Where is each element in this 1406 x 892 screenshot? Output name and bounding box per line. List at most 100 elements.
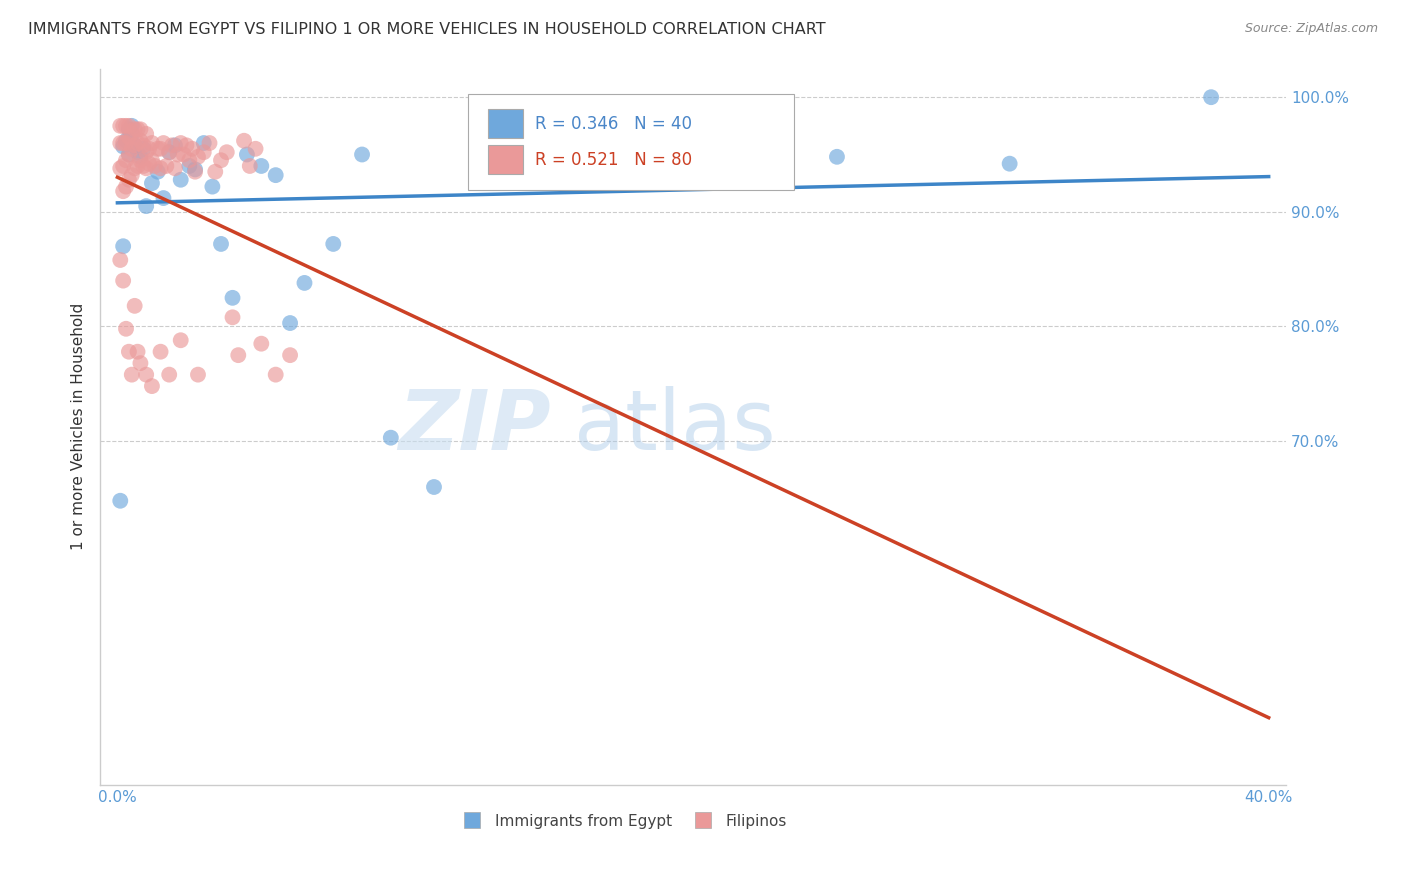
Point [998, 156, 1021, 170]
Point [825, 150, 848, 164]
Point [233, 134, 256, 148]
Point [118, 147, 141, 161]
Point [129, 134, 152, 148]
Point [121, 127, 143, 141]
Y-axis label: 1 or more Vehicles in Household: 1 or more Vehicles in Household [72, 303, 86, 550]
Point [236, 147, 259, 161]
Point [115, 153, 138, 168]
Point [124, 138, 146, 153]
Point [181, 142, 204, 156]
Text: atlas: atlas [575, 386, 776, 467]
Point [112, 136, 135, 150]
Point [1199, 90, 1222, 104]
Point [157, 368, 180, 382]
Point [152, 136, 174, 150]
Point [141, 176, 163, 190]
Point [110, 119, 132, 133]
Point [135, 161, 157, 176]
Point [179, 153, 201, 168]
Point [239, 159, 262, 173]
Point [127, 122, 149, 136]
Point [152, 191, 174, 205]
Point [115, 119, 138, 133]
Point [682, 153, 704, 168]
Point [264, 368, 287, 382]
Point [163, 138, 186, 153]
Point [294, 276, 316, 290]
Point [322, 236, 344, 251]
Point [127, 344, 149, 359]
Point [187, 150, 209, 164]
Bar [488, 145, 523, 174]
Point [250, 159, 273, 173]
Point [121, 368, 143, 382]
Point [118, 147, 141, 161]
Point [170, 172, 193, 186]
Point [129, 356, 152, 370]
Point [121, 142, 143, 156]
Point [135, 368, 157, 382]
Point [352, 147, 374, 161]
Point [141, 379, 163, 393]
Point [118, 119, 141, 133]
Point [138, 156, 160, 170]
Point [221, 291, 243, 305]
Point [193, 136, 215, 150]
Point [112, 184, 135, 198]
Point [166, 147, 188, 161]
Point [121, 127, 143, 141]
Point [423, 480, 446, 494]
Point [160, 138, 183, 153]
Point [135, 145, 157, 160]
Point [132, 159, 155, 173]
Point [121, 168, 143, 182]
Point [481, 156, 503, 170]
Point [112, 239, 135, 253]
Point [124, 299, 146, 313]
Point [129, 122, 152, 136]
Point [157, 145, 180, 160]
Point [155, 159, 177, 173]
Point [112, 119, 135, 133]
Point [110, 252, 132, 267]
Point [127, 136, 149, 150]
Point [226, 348, 249, 362]
Point [149, 142, 172, 156]
Bar [488, 110, 523, 138]
Point [141, 136, 163, 150]
Point [204, 164, 226, 178]
Point [127, 159, 149, 173]
Point [184, 164, 207, 178]
Point [278, 316, 301, 330]
Point [118, 130, 141, 145]
Point [141, 153, 163, 168]
Point [149, 161, 172, 176]
Point [143, 159, 166, 173]
Point [264, 168, 287, 182]
Point [209, 236, 232, 251]
Point [170, 333, 193, 347]
Point [132, 138, 155, 153]
Point [221, 310, 243, 325]
Text: R = 0.346   N = 40: R = 0.346 N = 40 [536, 115, 692, 133]
Text: R = 0.521   N = 80: R = 0.521 N = 80 [536, 151, 692, 169]
Point [115, 136, 138, 150]
Point [127, 145, 149, 160]
Point [118, 172, 141, 186]
Point [170, 136, 193, 150]
Point [184, 162, 207, 177]
Point [173, 147, 195, 161]
Legend: Immigrants from Egypt, Filipinos: Immigrants from Egypt, Filipinos [451, 807, 793, 835]
Point [118, 122, 141, 136]
Point [112, 139, 135, 153]
Text: ZIP: ZIP [398, 386, 551, 467]
Point [209, 153, 232, 168]
Text: IMMIGRANTS FROM EGYPT VS FILIPINO 1 OR MORE VEHICLES IN HOUSEHOLD CORRELATION CH: IMMIGRANTS FROM EGYPT VS FILIPINO 1 OR M… [28, 22, 825, 37]
Point [135, 127, 157, 141]
Point [118, 344, 141, 359]
Point [193, 145, 215, 160]
Point [201, 179, 224, 194]
Point [245, 142, 267, 156]
Point [121, 119, 143, 133]
Point [138, 142, 160, 156]
